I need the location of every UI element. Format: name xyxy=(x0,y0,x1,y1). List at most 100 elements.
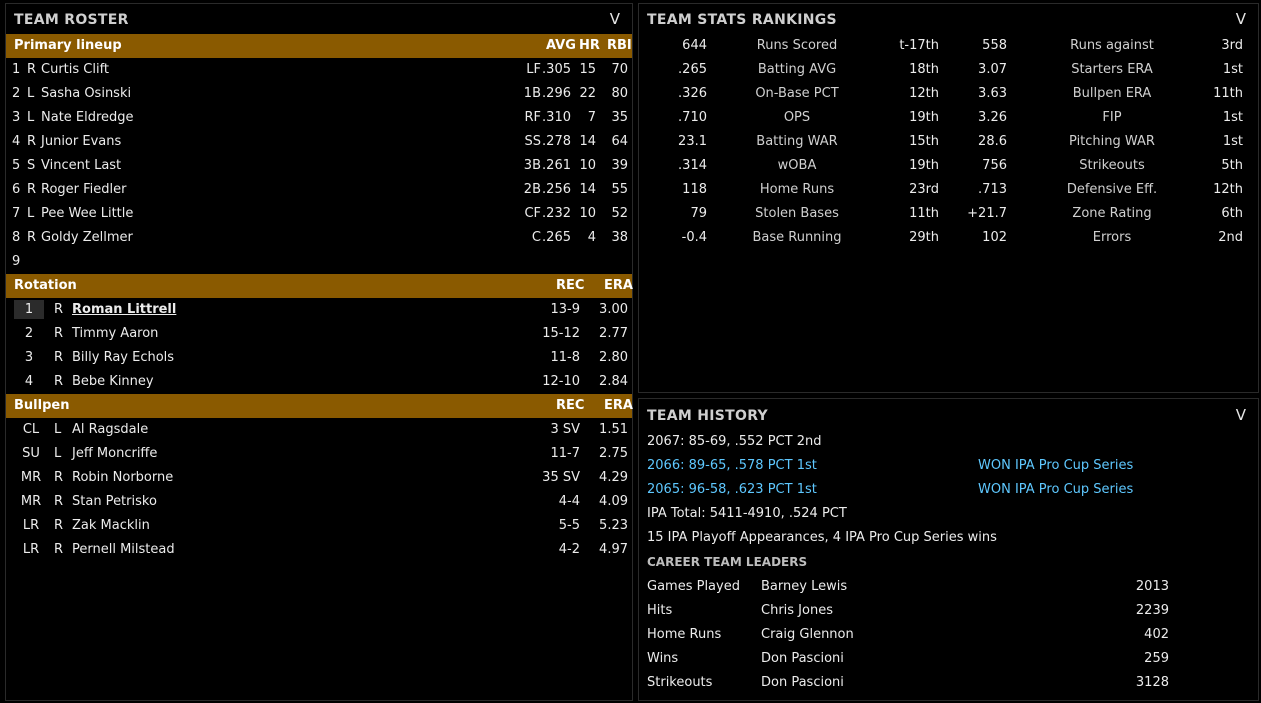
pitcher-name[interactable]: Timmy Aaron xyxy=(72,326,159,341)
chevron-down-icon[interactable]: V xyxy=(609,10,620,28)
pitcher-name[interactable]: Pernell Milstead xyxy=(72,542,175,557)
bullpen-role: CL xyxy=(22,422,40,437)
stat-value: .314 xyxy=(678,158,707,173)
bat-hand: L xyxy=(27,110,35,125)
stat-rank: 1st xyxy=(1222,110,1243,125)
stat-row[interactable]: .710 OPS 19th 3.26 FIP 1st xyxy=(639,106,1258,130)
stat-label: Strikeouts xyxy=(1079,158,1145,173)
leader-row[interactable]: Wins Don Pascioni 259 xyxy=(639,647,1258,671)
stat-label: Errors xyxy=(1092,230,1132,245)
player-name[interactable]: Goldy Zellmer xyxy=(41,230,133,245)
season-2065-link[interactable]: 2065: 96-58, .623 PCT 1st xyxy=(647,482,817,497)
pitcher-name[interactable]: Jeff Moncriffe xyxy=(72,446,158,461)
stat-row[interactable]: .265 Batting AVG 18th 3.07 Starters ERA 1st xyxy=(639,58,1258,82)
season-2066-award-link[interactable]: WON IPA Pro Cup Series xyxy=(978,458,1134,473)
stat-row[interactable]: -0.4 Base Running 29th 102 Errors 2nd xyxy=(639,226,1258,250)
hr-value: 7 xyxy=(587,110,596,125)
stat-row[interactable]: 23.1 Batting WAR 15th 28.6 Pitching WAR 1st xyxy=(639,130,1258,154)
player-name[interactable]: Curtis Clift xyxy=(41,62,110,77)
col-hr[interactable]: HR xyxy=(579,38,600,53)
lineup-row[interactable]: 1 R Curtis Clift LF .305 15 70 xyxy=(6,58,632,82)
stat-label: Home Runs xyxy=(759,182,835,197)
stat-value: -0.4 xyxy=(681,230,707,245)
leader-row[interactable]: Games Played Barney Lewis 2013 xyxy=(639,575,1258,599)
player-name[interactable]: Nate Eldredge xyxy=(41,110,134,125)
col-rec[interactable]: REC xyxy=(556,278,585,293)
chevron-down-icon[interactable]: V xyxy=(1235,406,1246,424)
lineup-row[interactable]: 5 S Vincent Last 3B .261 10 39 xyxy=(6,154,632,178)
season-2065-award-link[interactable]: WON IPA Pro Cup Series xyxy=(978,482,1134,497)
stat-rank: t-17th xyxy=(899,38,939,53)
lineup-row[interactable]: 4 R Junior Evans SS .278 14 64 xyxy=(6,130,632,154)
leader-value: 2013 xyxy=(1135,579,1169,594)
pitcher-name[interactable]: Bebe Kinney xyxy=(72,374,154,389)
col-avg[interactable]: AVG xyxy=(546,38,576,53)
era-value: 3.00 xyxy=(599,302,628,317)
bullpen-row[interactable]: SU L Jeff Moncriffe 11-7 2.75 xyxy=(6,442,632,466)
leader-row[interactable]: Hits Chris Jones 2239 xyxy=(639,599,1258,623)
leader-name[interactable]: Craig Glennon xyxy=(761,627,854,642)
rotation-row[interactable]: 3 R Billy Ray Echols 11-8 2.80 xyxy=(6,346,632,370)
bullpen-row[interactable]: MR R Stan Petrisko 4-4 4.09 xyxy=(6,490,632,514)
stat-row[interactable]: .314 wOBA 19th 756 Strikeouts 5th xyxy=(639,154,1258,178)
rbi-value: 39 xyxy=(611,158,628,173)
pitcher-name[interactable]: Stan Petrisko xyxy=(72,494,157,509)
stat-row[interactable]: 644 Runs Scored t-17th 558 Runs against 3rd xyxy=(639,34,1258,58)
col-rec[interactable]: REC xyxy=(556,398,585,413)
stat-value: 756 xyxy=(982,158,1007,173)
stat-rank: 1st xyxy=(1222,62,1243,77)
leader-name[interactable]: Don Pascioni xyxy=(761,651,844,666)
col-rbi[interactable]: RBI xyxy=(607,38,632,53)
lineup-row[interactable]: 9 xyxy=(6,250,632,274)
lineup-number: 4 xyxy=(12,134,21,149)
lineup-row[interactable]: 3 L Nate Eldredge RF .310 7 35 xyxy=(6,106,632,130)
bullpen-row[interactable]: LR R Zak Macklin 5-5 5.23 xyxy=(6,514,632,538)
bat-hand: L xyxy=(27,206,35,221)
leader-name[interactable]: Barney Lewis xyxy=(761,579,848,594)
leader-row[interactable]: Strikeouts Don Pascioni 3128 xyxy=(639,671,1258,695)
pitcher-name[interactable]: Robin Norborne xyxy=(72,470,174,485)
leader-value: 2239 xyxy=(1135,603,1169,618)
leader-name[interactable]: Don Pascioni xyxy=(761,675,844,690)
lineup-row[interactable]: 6 R Roger Fiedler 2B .256 14 55 xyxy=(6,178,632,202)
leader-category: Strikeouts xyxy=(647,675,713,690)
rotation-row[interactable]: 4 R Bebe Kinney 12-10 2.84 xyxy=(6,370,632,394)
pitcher-name[interactable]: Al Ragsdale xyxy=(72,422,149,437)
player-name[interactable]: Vincent Last xyxy=(41,158,122,173)
position: 1B xyxy=(523,86,541,101)
chevron-down-icon[interactable]: V xyxy=(1235,10,1246,28)
rbi-value: 55 xyxy=(611,182,628,197)
lineup-row[interactable]: 2 L Sasha Osinski 1B .296 22 80 xyxy=(6,82,632,106)
player-name[interactable]: Pee Wee Little xyxy=(41,206,134,221)
col-era[interactable]: ERA xyxy=(604,278,633,293)
bullpen-role: MR xyxy=(20,494,42,509)
leader-row[interactable]: Home Runs Craig Glennon 402 xyxy=(639,623,1258,647)
avg-value: .310 xyxy=(542,110,571,125)
leader-name[interactable]: Chris Jones xyxy=(761,603,833,618)
stat-row[interactable]: 118 Home Runs 23rd .713 Defensive Eff. 12th xyxy=(639,178,1258,202)
stat-row[interactable]: .326 On-Base PCT 12th 3.63 Bullpen ERA 11th xyxy=(639,82,1258,106)
season-2066-link[interactable]: 2066: 89-65, .578 PCT 1st xyxy=(647,458,817,473)
pitcher-name[interactable]: Zak Macklin xyxy=(72,518,150,533)
col-era[interactable]: ERA xyxy=(604,398,633,413)
player-name[interactable]: Roger Fiedler xyxy=(41,182,127,197)
bullpen-role: SU xyxy=(22,446,40,461)
bullpen-row[interactable]: LR R Pernell Milstead 4-2 4.97 xyxy=(6,538,632,562)
bullpen-label: Bullpen xyxy=(14,398,70,413)
pitcher-name[interactable]: Roman Littrell xyxy=(72,302,177,317)
rotation-row[interactable]: 2 R Timmy Aaron 15-12 2.77 xyxy=(6,322,632,346)
player-name[interactable]: Sasha Osinski xyxy=(41,86,132,101)
lineup-row[interactable]: 7 L Pee Wee Little CF .232 10 52 xyxy=(6,202,632,226)
team-roster-panel: TEAM ROSTER V Primary lineup AVG HR RBI … xyxy=(5,3,633,701)
player-name[interactable]: Junior Evans xyxy=(41,134,122,149)
lineup-row[interactable]: 8 R Goldy Zellmer C .265 4 38 xyxy=(6,226,632,250)
rotation-header: Rotation REC ERA xyxy=(6,274,633,298)
stat-rank: 2nd xyxy=(1218,230,1243,245)
throw-hand: L xyxy=(54,422,62,437)
bullpen-row[interactable]: CL L Al Ragsdale 3 SV 1.51 xyxy=(6,418,632,442)
bullpen-row[interactable]: MR R Robin Norborne 35 SV 4.29 xyxy=(6,466,632,490)
stat-row[interactable]: 79 Stolen Bases 11th +21.7 Zone Rating 6th xyxy=(639,202,1258,226)
pitcher-name[interactable]: Billy Ray Echols xyxy=(72,350,175,365)
bat-hand: R xyxy=(27,182,37,197)
rotation-row[interactable]: 1 R Roman Littrell 13-9 3.00 xyxy=(6,298,632,322)
